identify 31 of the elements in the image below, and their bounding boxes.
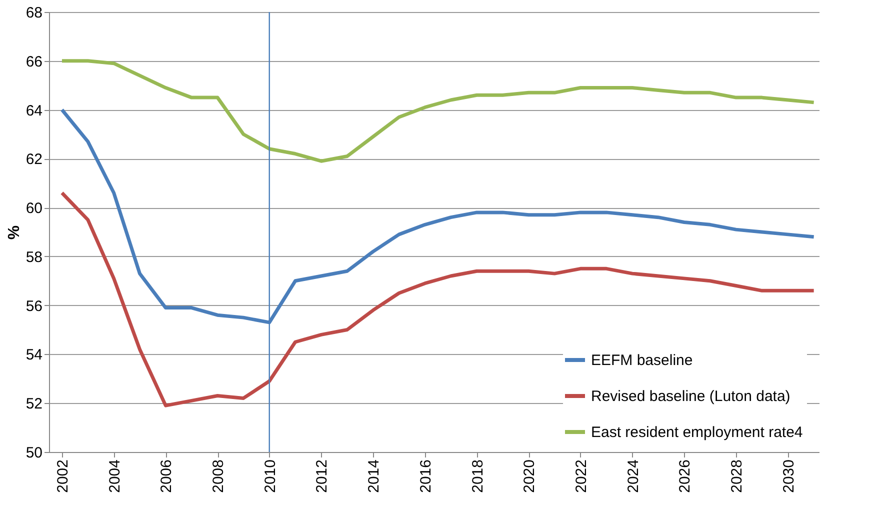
y-tick-label: 64	[26, 102, 42, 120]
y-tick-label: 50	[26, 444, 42, 462]
x-tick-label: 2028	[728, 460, 746, 493]
y-tick-label: 68	[26, 4, 42, 22]
x-tick-label: 2024	[624, 460, 642, 493]
x-tick-label: 2020	[521, 460, 538, 493]
y-tick-label: 66	[26, 53, 42, 70]
x-tick-label: 2012	[314, 460, 331, 493]
legend-label: EEFM baseline	[591, 352, 693, 369]
x-tick-label: 2014	[366, 460, 383, 493]
x-tick-label: 2026	[676, 460, 694, 493]
legend-label: Revised baseline (Luton data)	[591, 388, 790, 405]
x-tick-label: 2004	[106, 460, 124, 493]
y-tick-label: 54	[26, 346, 42, 364]
y-tick-label: 56	[26, 298, 42, 315]
x-tick-label: 2018	[469, 460, 486, 493]
line-series	[60, 59, 816, 163]
legend-label: East resident employment rate4	[591, 424, 803, 441]
y-tick-label: 58	[26, 248, 42, 266]
x-tick-label: 2002	[54, 460, 72, 493]
y-tick-label: 52	[26, 396, 42, 413]
x-tick-label: 2008	[210, 460, 228, 493]
line-series	[60, 191, 816, 408]
y-axis-title: %	[6, 225, 23, 240]
y-tick-label: 62	[26, 151, 42, 168]
x-tick-label: 2006	[158, 460, 176, 493]
x-tick-label: 2030	[780, 460, 798, 493]
x-tick-label: 2022	[572, 460, 590, 493]
x-tick-label: 2010	[262, 460, 279, 493]
x-tick-label: 2016	[417, 460, 434, 493]
y-tick-label: 60	[26, 200, 42, 218]
